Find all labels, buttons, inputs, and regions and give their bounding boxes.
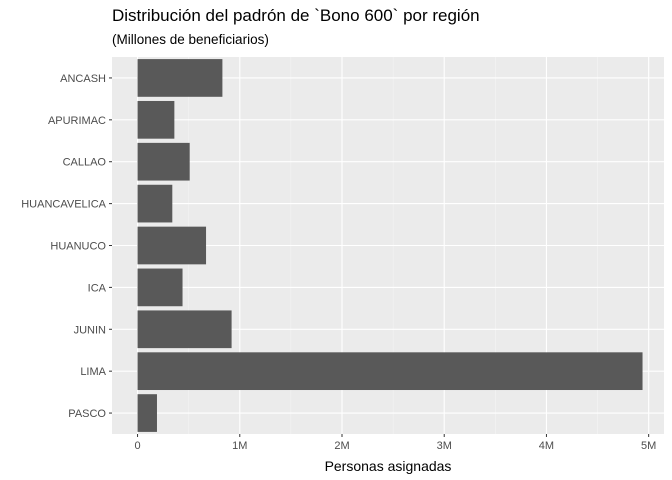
bar-ancash bbox=[137, 59, 223, 97]
bars bbox=[137, 59, 643, 432]
x-tick-label: 0 bbox=[134, 440, 140, 452]
y-axis: ANCASH APURIMAC CALLAO HUANCAVELICA HUANUCO I… bbox=[21, 73, 112, 420]
x-tick-label: 1M bbox=[232, 440, 247, 452]
x-tick-label: 2M bbox=[334, 440, 349, 452]
y-tick-label: HUANCAVELICA bbox=[21, 199, 106, 211]
bar-apurimac bbox=[137, 100, 175, 139]
x-tick-label: 3M bbox=[437, 440, 452, 452]
x-axis-title: Personas asignadas bbox=[325, 458, 452, 474]
bar-ica bbox=[137, 268, 183, 307]
x-tick-label: 4M bbox=[539, 440, 554, 452]
y-tick-label: LIMA bbox=[80, 366, 106, 378]
bar-junin bbox=[137, 310, 232, 349]
y-tick-label: ICA bbox=[88, 282, 107, 294]
bar-huanuco bbox=[137, 226, 207, 265]
chart-subtitle: (Millones de beneficiarios) bbox=[112, 32, 269, 47]
x-axis: 0 1M 2M 3M 4M 5M bbox=[134, 434, 656, 452]
bar-huancavelica bbox=[137, 184, 173, 223]
y-tick-label: CALLAO bbox=[63, 157, 107, 169]
y-tick-label: APURIMAC bbox=[48, 115, 106, 127]
bar-callao bbox=[137, 142, 190, 181]
y-tick-label: ANCASH bbox=[60, 73, 106, 85]
y-tick-label: JUNIN bbox=[74, 324, 106, 336]
bar-lima bbox=[137, 352, 643, 391]
y-tick-label: HUANUCO bbox=[50, 241, 106, 253]
bar-pasco bbox=[137, 394, 157, 432]
x-tick-label: 5M bbox=[641, 440, 656, 452]
y-tick-label: PASCO bbox=[68, 408, 106, 420]
chart-title: Distribución del padrón de `Bono 600` po… bbox=[112, 6, 480, 25]
